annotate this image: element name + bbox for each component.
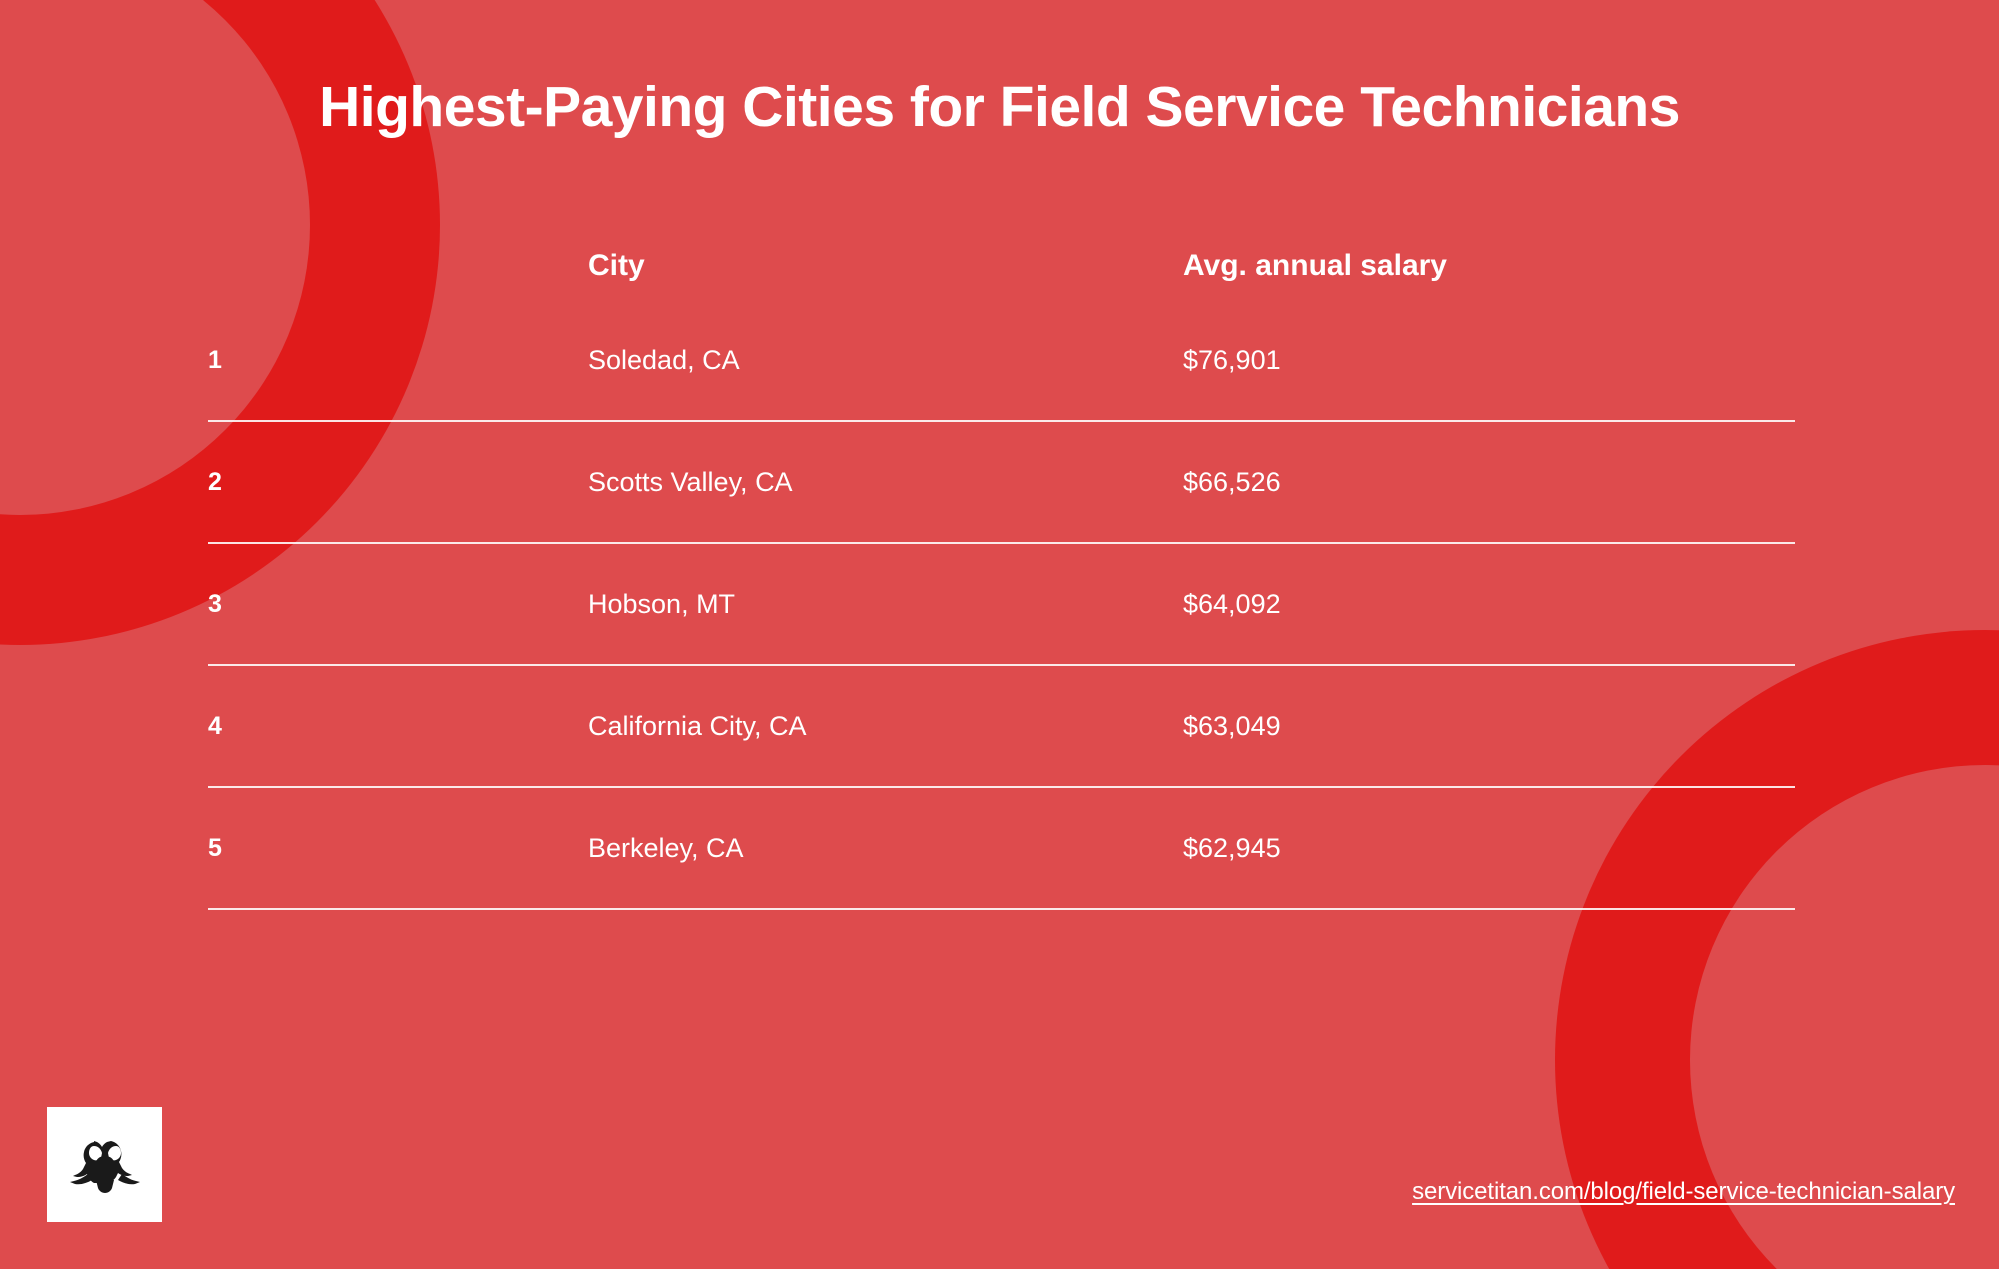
table-row: 2 Scotts Valley, CA $66,526	[208, 422, 1795, 542]
table-row: 4 California City, CA $63,049	[208, 666, 1795, 786]
table-row: 5 Berkeley, CA $62,945	[208, 788, 1795, 908]
cell-city: Berkeley, CA	[588, 832, 744, 863]
cell-salary: $76,901	[1183, 344, 1281, 375]
column-header-salary: Avg. annual salary	[1183, 249, 1447, 282]
table-row-block: 3 Hobson, MT $64,092	[208, 544, 1795, 666]
table-row-block: 1 Soledad, CA $76,901	[208, 300, 1795, 422]
table-row-block: 2 Scotts Valley, CA $66,526	[208, 422, 1795, 544]
cell-salary: $62,945	[1183, 832, 1281, 863]
titan-figure-icon	[69, 1140, 140, 1193]
cell-rank: 5	[208, 833, 222, 862]
page-title: Highest-Paying Cities for Field Service …	[319, 75, 1680, 139]
salary-table: City Avg. annual salary 1 Soledad, CA $7…	[208, 232, 1795, 910]
cell-rank: 3	[208, 589, 222, 618]
row-divider	[208, 908, 1795, 910]
column-header-city: City	[588, 249, 645, 282]
cell-rank: 4	[208, 711, 222, 740]
servicetitan-logo	[47, 1107, 162, 1222]
table-row: 3 Hobson, MT $64,092	[208, 544, 1795, 664]
table-header-row: City Avg. annual salary	[208, 232, 1795, 300]
cell-salary: $64,092	[1183, 588, 1281, 619]
cell-rank: 2	[208, 467, 222, 496]
cell-salary: $66,526	[1183, 466, 1281, 497]
cell-city: Scotts Valley, CA	[588, 466, 793, 497]
cell-city: Soledad, CA	[588, 344, 740, 375]
source-url-link[interactable]: servicetitan.com/blog/field-service-tech…	[1412, 1178, 1955, 1205]
cell-city: Hobson, MT	[588, 588, 736, 619]
cell-rank: 1	[208, 345, 222, 374]
cell-salary: $63,049	[1183, 710, 1281, 741]
table-row-block: 5 Berkeley, CA $62,945	[208, 788, 1795, 910]
cell-city: California City, CA	[588, 710, 807, 741]
table-row: 1 Soledad, CA $76,901	[208, 300, 1795, 420]
table-row-block: 4 California City, CA $63,049	[208, 666, 1795, 788]
